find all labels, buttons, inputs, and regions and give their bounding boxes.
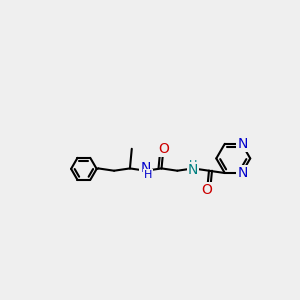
Text: N: N	[237, 137, 248, 151]
Text: N: N	[140, 161, 151, 176]
Text: H: H	[144, 170, 152, 180]
Text: O: O	[202, 183, 212, 197]
Text: N: N	[188, 163, 198, 177]
Text: H: H	[189, 160, 197, 170]
Text: O: O	[158, 142, 169, 156]
Text: N: N	[237, 166, 248, 180]
